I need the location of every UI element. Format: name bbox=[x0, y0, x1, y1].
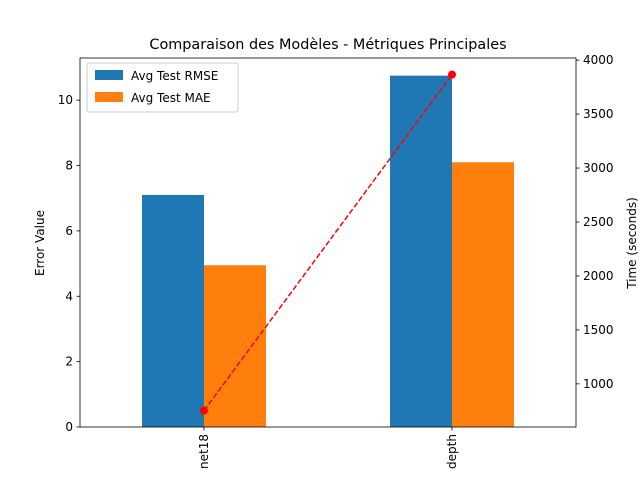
y2-tick-label-2000: 2000 bbox=[583, 269, 614, 283]
y2-tick-label-1500: 1500 bbox=[583, 323, 614, 337]
y-tick-label-2: 2 bbox=[65, 355, 73, 369]
legend-swatch-mae bbox=[95, 92, 123, 102]
bars-layer bbox=[142, 75, 514, 428]
legend-box bbox=[86, 62, 239, 113]
time-line bbox=[203, 74, 453, 412]
axes-layer bbox=[79, 57, 577, 428]
bar-mae-net18 bbox=[204, 265, 266, 427]
y-tick-label-8: 8 bbox=[65, 159, 73, 173]
chart-title: Comparaison des Modèles - Métriques Prin… bbox=[149, 37, 506, 53]
legend-swatch-rmse bbox=[95, 70, 123, 80]
x-tick-label-net18: net18 bbox=[197, 434, 211, 469]
y2-tick-label-3000: 3000 bbox=[583, 161, 614, 175]
bar-rmse-depth bbox=[390, 75, 452, 428]
y-tick-label-6: 6 bbox=[65, 224, 73, 238]
y-tick-label-0: 0 bbox=[65, 420, 73, 434]
time-point-net18 bbox=[200, 406, 208, 415]
time-line-layer bbox=[200, 70, 456, 415]
y2-tick-label-3500: 3500 bbox=[583, 107, 614, 121]
legend-label-mae: Avg Test MAE bbox=[131, 91, 211, 105]
y-tick-label-10: 10 bbox=[58, 93, 73, 107]
bar-mae-depth bbox=[452, 162, 514, 427]
time-point-depth bbox=[448, 70, 456, 79]
y-axis-label: Error Value bbox=[33, 210, 47, 276]
bar-rmse-net18 bbox=[142, 194, 204, 427]
y2-tick-label-2500: 2500 bbox=[583, 215, 614, 229]
x-tick-label-depth: depth bbox=[445, 434, 459, 469]
legend: Avg Test RMSE Avg Test MAE bbox=[86, 62, 239, 113]
y-tick-label-4: 4 bbox=[65, 289, 73, 303]
legend-label-rmse: Avg Test RMSE bbox=[131, 69, 218, 83]
y2-tick-label-4000: 4000 bbox=[583, 53, 614, 67]
plot-frame bbox=[79, 57, 577, 428]
y2-axis-label: Time (seconds) bbox=[625, 197, 639, 290]
ticks-layer: 0 2 4 6 8 10 1000 1500 2000 2500 3000 3500 4000 net18… bbox=[58, 53, 614, 469]
y2-tick-label-1000: 1000 bbox=[583, 377, 614, 391]
